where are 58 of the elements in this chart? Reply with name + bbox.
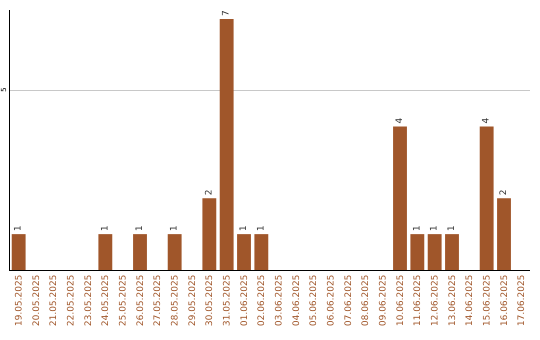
bar <box>497 198 511 270</box>
data-label: 4 <box>395 118 405 124</box>
x-tick-label: 15.06.2025 <box>482 274 493 326</box>
x-tick-label: 22.05.2025 <box>66 274 77 326</box>
x-tick-label: 23.05.2025 <box>84 274 94 326</box>
bar <box>410 234 424 270</box>
bar <box>168 234 182 270</box>
data-label: 1 <box>256 225 266 232</box>
data-label: 1 <box>447 225 457 232</box>
x-tick-label: 16.06.2025 <box>500 274 510 326</box>
data-label: 1 <box>239 225 249 232</box>
x-tick-label: 11.06.2025 <box>413 274 424 326</box>
bar <box>202 198 216 270</box>
data-label: 1 <box>135 225 145 232</box>
x-tick-label: 21.05.2025 <box>49 274 60 326</box>
data-label: 7 <box>222 10 232 16</box>
bar <box>237 234 251 270</box>
x-tick-label: 01.06.2025 <box>240 274 250 326</box>
x-tick-label: 04.06.2025 <box>292 274 302 326</box>
x-tick-label: 25.05.2025 <box>118 274 129 326</box>
data-label: 2 <box>499 190 509 196</box>
x-tick-label: 24.05.2025 <box>101 274 112 326</box>
x-tick-label: 07.06.2025 <box>344 274 354 326</box>
x-tick-label: 26.05.2025 <box>136 274 146 326</box>
x-tick-label: 17.06.2025 <box>517 274 528 326</box>
data-label: 4 <box>482 118 492 124</box>
data-label: 2 <box>204 190 214 196</box>
x-tick-label: 02.06.2025 <box>257 274 268 326</box>
bar <box>12 234 26 270</box>
x-tick-label: 12.06.2025 <box>430 274 441 326</box>
bar <box>393 126 407 270</box>
x-tick-label: 06.06.2025 <box>326 274 337 326</box>
x-tick-label: 19.05.2025 <box>14 274 25 326</box>
x-tick-label: 13.06.2025 <box>448 274 458 326</box>
x-tick-label: 28.05.2025 <box>170 274 181 326</box>
bar <box>428 234 442 270</box>
x-tick-label: 05.06.2025 <box>309 274 320 326</box>
x-tick-label: 20.05.2025 <box>32 274 42 326</box>
bar <box>220 18 234 270</box>
bar <box>133 234 147 270</box>
x-tick-label: 09.06.2025 <box>378 274 389 326</box>
x-tick-label: 03.06.2025 <box>274 274 285 326</box>
x-tick-label: 08.06.2025 <box>361 274 372 326</box>
bar <box>445 234 459 270</box>
x-tick-label: 29.05.2025 <box>188 274 198 326</box>
data-label: 1 <box>100 225 110 232</box>
x-tick-label: 31.05.2025 <box>222 274 233 326</box>
data-label: 1 <box>430 225 440 232</box>
x-tick-label: 27.05.2025 <box>153 274 164 326</box>
bar <box>98 234 112 270</box>
data-label: 1 <box>14 225 24 232</box>
data-label: 1 <box>170 225 180 232</box>
x-tick-label: 30.05.2025 <box>205 274 216 326</box>
data-label: 1 <box>412 225 422 232</box>
x-tick-label: 14.06.2025 <box>465 274 476 326</box>
bar <box>480 126 494 270</box>
x-tick-label: 10.06.2025 <box>396 274 406 326</box>
bar <box>254 234 268 270</box>
